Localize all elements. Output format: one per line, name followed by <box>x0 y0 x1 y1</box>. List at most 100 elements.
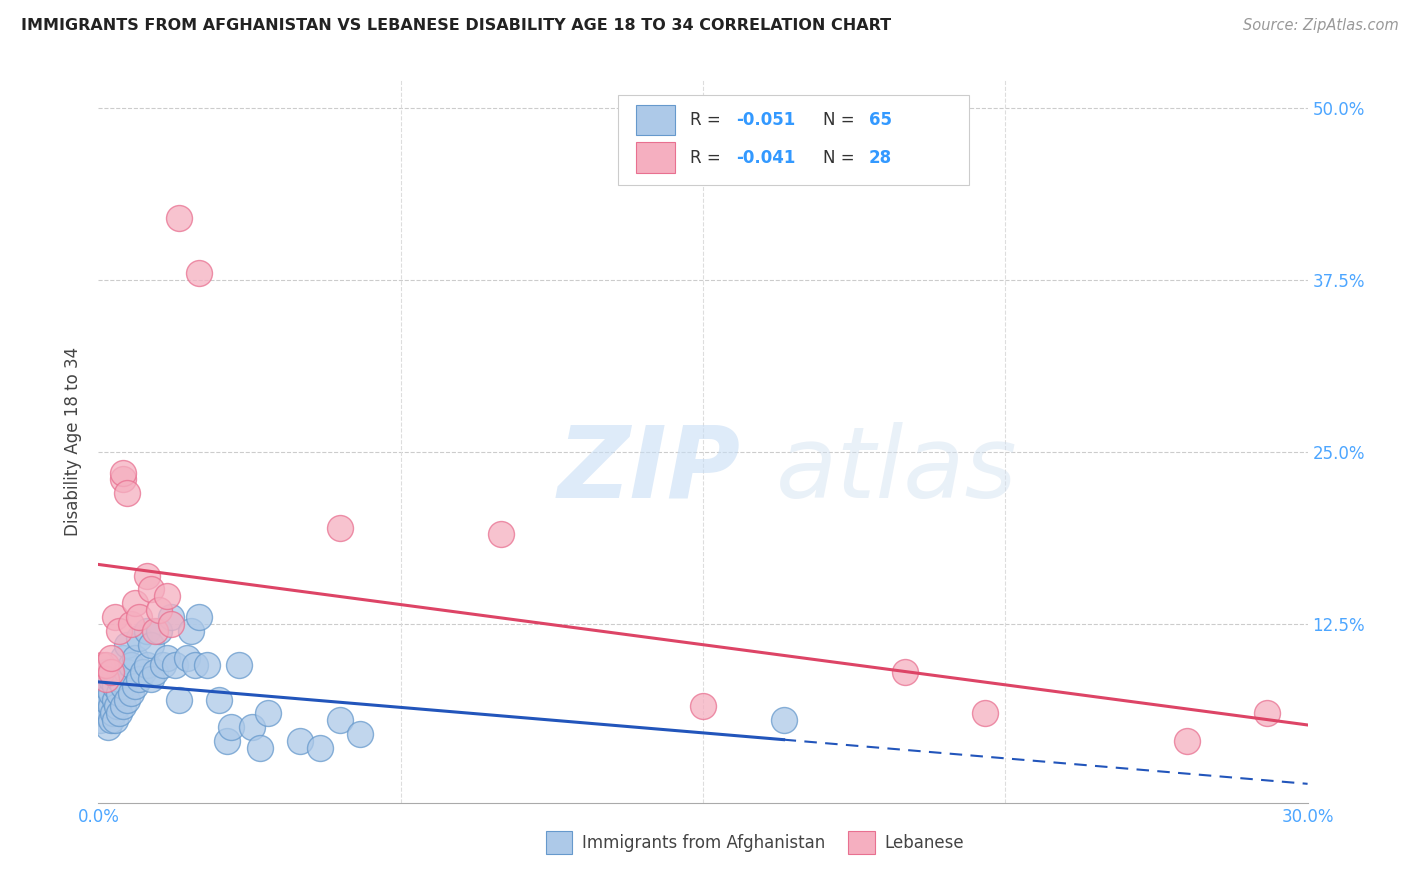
Point <box>96 665 118 679</box>
Point <box>893 665 915 679</box>
Point <box>96 658 118 673</box>
Point <box>103 679 125 693</box>
Point <box>148 603 170 617</box>
Point <box>152 658 174 673</box>
Point <box>139 582 162 597</box>
Point <box>288 734 311 748</box>
Point <box>107 624 129 638</box>
Point <box>91 679 114 693</box>
Point <box>103 665 125 679</box>
Point <box>163 658 186 673</box>
Point <box>1175 734 1198 748</box>
Text: IMMIGRANTS FROM AFGHANISTAN VS LEBANESE DISABILITY AGE 18 TO 34 CORRELATION CHAR: IMMIGRANTS FROM AFGHANISTAN VS LEBANESE … <box>21 18 891 33</box>
Point <box>103 610 125 624</box>
Point <box>115 638 138 652</box>
Point <box>115 486 138 500</box>
Point <box>329 713 352 727</box>
Point <box>100 713 122 727</box>
Text: atlas: atlas <box>776 422 1017 519</box>
Point <box>167 692 190 706</box>
Point <box>120 686 142 700</box>
Text: R =: R = <box>690 111 725 129</box>
Point <box>107 672 129 686</box>
Point <box>974 706 997 721</box>
Point <box>100 699 122 714</box>
Point <box>139 672 162 686</box>
Point <box>100 672 122 686</box>
Point <box>115 692 138 706</box>
Bar <box>637 143 675 173</box>
Point <box>111 466 134 480</box>
Point <box>103 713 125 727</box>
Point <box>115 665 138 679</box>
Point <box>111 679 134 693</box>
Point <box>93 686 115 700</box>
Point <box>188 266 211 280</box>
Point <box>128 610 150 624</box>
Text: ZIP: ZIP <box>558 422 741 519</box>
Point <box>93 699 115 714</box>
Text: N =: N = <box>823 149 859 167</box>
Text: Immigrants from Afghanistan: Immigrants from Afghanistan <box>582 833 825 852</box>
Point <box>256 706 278 721</box>
Point <box>143 624 166 638</box>
Point <box>349 727 371 741</box>
Point <box>111 651 134 665</box>
Point <box>156 590 179 604</box>
Point <box>91 692 114 706</box>
Point <box>249 740 271 755</box>
Point <box>107 706 129 721</box>
Point <box>228 658 250 673</box>
Point <box>135 624 157 638</box>
Point <box>91 706 114 721</box>
Point <box>160 616 183 631</box>
Point <box>160 610 183 624</box>
Text: 28: 28 <box>869 149 891 167</box>
Point <box>167 211 190 225</box>
Point <box>217 734 239 748</box>
Text: N =: N = <box>823 111 859 129</box>
Point <box>195 658 218 673</box>
Bar <box>546 831 572 855</box>
Point <box>132 665 155 679</box>
Point <box>148 624 170 638</box>
Point <box>156 651 179 665</box>
Point <box>135 658 157 673</box>
Point <box>120 616 142 631</box>
Point <box>139 638 162 652</box>
Bar <box>848 831 875 855</box>
Point <box>105 699 128 714</box>
Point <box>100 665 122 679</box>
Point <box>184 658 207 673</box>
Point <box>329 520 352 534</box>
Text: Lebanese: Lebanese <box>884 833 965 852</box>
Point <box>491 527 513 541</box>
Point <box>111 699 134 714</box>
Point <box>120 658 142 673</box>
Point <box>128 631 150 645</box>
Bar <box>637 105 675 136</box>
Point <box>100 686 122 700</box>
Text: -0.041: -0.041 <box>735 149 794 167</box>
Point <box>107 686 129 700</box>
Point <box>208 692 231 706</box>
Point <box>135 568 157 582</box>
Point <box>240 720 263 734</box>
Point <box>91 658 114 673</box>
Point <box>96 706 118 721</box>
Point <box>176 651 198 665</box>
Point <box>96 672 118 686</box>
Text: Source: ZipAtlas.com: Source: ZipAtlas.com <box>1243 18 1399 33</box>
Text: 65: 65 <box>869 111 891 129</box>
Point <box>124 679 146 693</box>
Point <box>221 720 243 734</box>
Point <box>143 665 166 679</box>
Point <box>97 720 120 734</box>
Point <box>89 713 111 727</box>
Point <box>1256 706 1278 721</box>
Text: R =: R = <box>690 149 725 167</box>
Point <box>692 699 714 714</box>
Point <box>100 651 122 665</box>
Point <box>96 692 118 706</box>
Point <box>124 596 146 610</box>
